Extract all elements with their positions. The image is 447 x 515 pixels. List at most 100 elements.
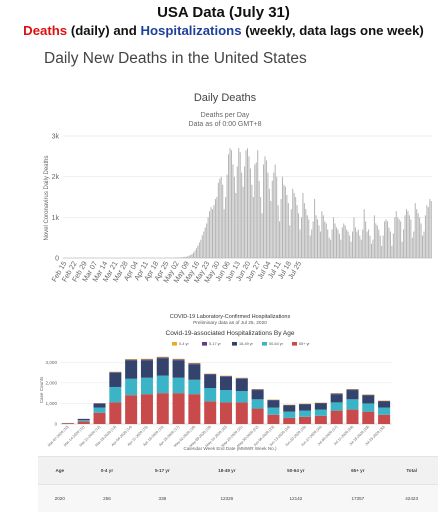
deaths-bar — [354, 227, 356, 258]
hosp-bar-segment — [378, 407, 391, 415]
deaths-bar — [185, 256, 187, 258]
deaths-chart-subtitle: Deaths per Day — [201, 112, 250, 119]
deaths-bar — [293, 192, 295, 258]
deaths-bar — [384, 221, 386, 258]
deaths-bar — [303, 203, 305, 258]
hosp-bar-segment — [77, 420, 90, 422]
hosp-bar-segment — [204, 401, 217, 424]
hosp-bar-segment — [251, 408, 264, 424]
deaths-bar — [422, 235, 424, 258]
deaths-bar — [274, 164, 276, 258]
table-cell: 17357 — [330, 484, 386, 512]
deaths-bar — [244, 166, 246, 258]
hosp-bar-segment — [140, 360, 153, 378]
deaths-bar — [268, 188, 270, 258]
hosp-bar-segment — [156, 358, 169, 376]
deaths-bar — [290, 209, 292, 258]
deaths-bar — [271, 180, 273, 258]
deaths-bar — [388, 227, 390, 258]
hosp-bar-segment — [93, 403, 106, 408]
deaths-bar — [213, 205, 215, 258]
hosp-bar-segment — [61, 423, 74, 424]
deaths-bar — [225, 197, 227, 258]
hosp-bar-segment — [330, 393, 343, 395]
hosp-bar-segment — [346, 409, 359, 424]
deaths-bar — [181, 257, 183, 258]
deaths-bar — [407, 211, 409, 258]
deaths-bar — [194, 250, 196, 258]
deaths-bar — [179, 257, 181, 258]
deaths-bar — [232, 164, 234, 258]
hosp-bar-segment — [267, 400, 280, 408]
table-cell: 12142 — [261, 484, 331, 512]
hosp-bar-segment — [251, 390, 264, 400]
deaths-bar — [360, 239, 362, 258]
deaths-bar — [289, 225, 291, 258]
deaths-bar — [299, 229, 301, 258]
deaths-bar — [210, 207, 212, 258]
deaths-bar — [193, 252, 195, 258]
hosp-bar-segment — [109, 402, 122, 424]
hosp-bar-segment — [140, 359, 153, 361]
hosp-bar-segment — [188, 394, 201, 424]
deaths-bar — [236, 166, 238, 258]
deaths-bar — [359, 235, 361, 258]
subtitle-hospitalizations: Hospitalizations — [140, 23, 242, 38]
deaths-bar — [416, 209, 418, 258]
deaths-bar — [378, 229, 380, 258]
hosp-bar-segment — [299, 410, 312, 417]
deaths-bar — [330, 239, 332, 258]
deaths-bar — [283, 184, 285, 258]
deaths-bar — [242, 186, 244, 258]
deaths-bar — [233, 176, 235, 258]
deaths-bar — [400, 221, 402, 258]
deaths-bar — [419, 217, 421, 258]
deaths-bar — [287, 203, 289, 258]
hosp-bar-segment — [188, 362, 201, 364]
subtitle-middle: (daily) and — [67, 23, 141, 38]
deaths-bar — [206, 223, 208, 258]
deaths-bar — [325, 223, 327, 258]
hosp-bar-segment — [378, 414, 391, 424]
hosp-y-tick-label: 0 — [54, 422, 57, 427]
hosp-bar-segment — [125, 378, 138, 396]
deaths-bar — [217, 182, 219, 258]
deaths-bar — [370, 243, 372, 258]
deaths-bar — [273, 172, 275, 258]
page-title: USA Data (July 31) — [157, 4, 290, 21]
deaths-bar — [368, 229, 370, 258]
deaths-bar — [372, 239, 374, 258]
hosp-bar-segment — [299, 416, 312, 424]
deaths-bar — [316, 219, 319, 258]
deaths-bar — [387, 221, 389, 258]
hosp-bar-segment — [267, 407, 280, 415]
deaths-bar — [353, 217, 355, 258]
deaths-bar — [226, 174, 228, 258]
hosp-bar-segment — [156, 393, 169, 424]
hosp-bar-segment — [140, 394, 153, 424]
deaths-bar — [349, 235, 351, 258]
deaths-bar — [270, 201, 272, 258]
deaths-bar — [340, 239, 342, 258]
deaths-bar — [347, 231, 349, 258]
deaths-bar — [427, 207, 429, 258]
hosp-bar-segment — [125, 360, 138, 379]
deaths-bar — [209, 211, 211, 258]
hosp-bar-segment — [156, 356, 169, 358]
deaths-bar — [331, 229, 333, 258]
table-row: 2020 256 338 12326 12142 17357 42423 — [38, 484, 438, 512]
table-header-cell: 0-4 yr — [81, 456, 133, 485]
deaths-y-tick-label: 0 — [55, 256, 59, 263]
deaths-bar — [334, 223, 336, 258]
hosp-bar-segment — [172, 393, 185, 424]
hosp-bar-segment — [172, 360, 185, 378]
deaths-bar — [356, 231, 358, 258]
deaths-bar — [338, 233, 340, 258]
hosp-bar-segment — [330, 402, 343, 411]
hospitalizations-chart: COVID-19 Laboratory-Confirmed Hospitaliz… — [39, 314, 392, 451]
page-subtitle: Deaths (daily) and Hospitalizations (wee… — [0, 23, 447, 38]
table-header-cell: 50-64 yr — [261, 456, 331, 485]
hosp-bar-segment — [156, 375, 169, 394]
deaths-bar — [335, 227, 337, 258]
deaths-bar — [280, 199, 282, 258]
